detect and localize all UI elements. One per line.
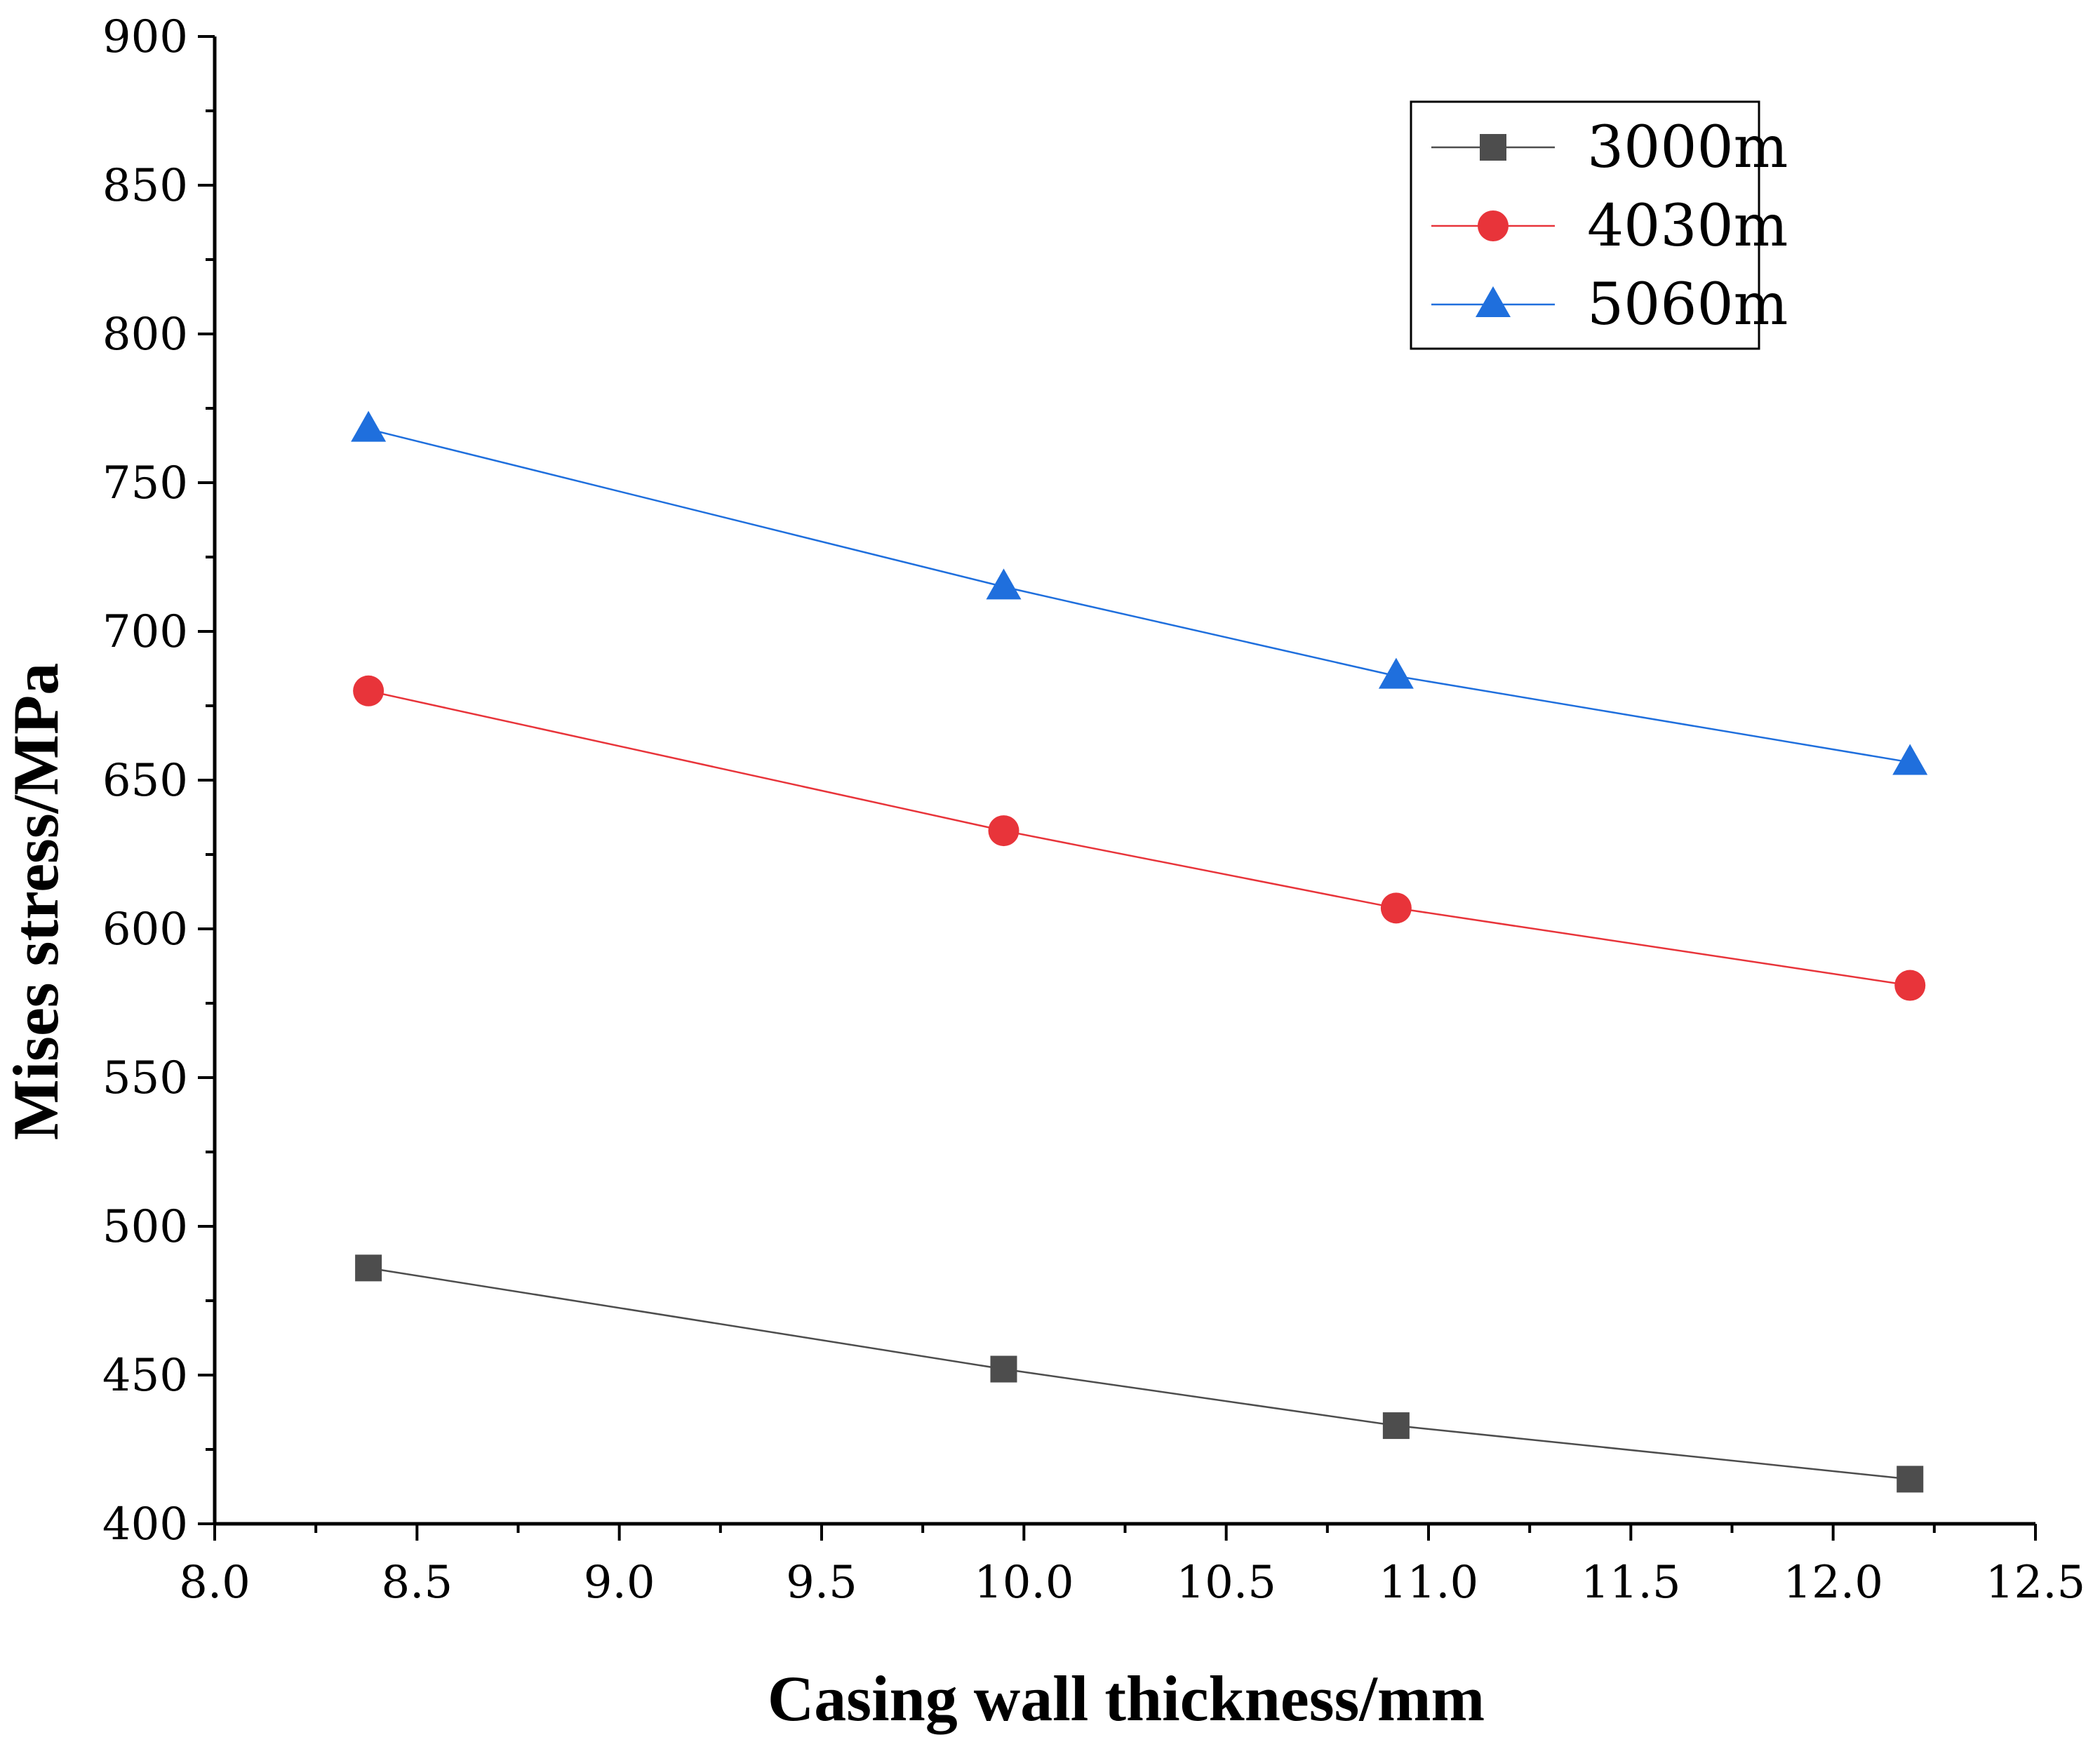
- y-tick-label: 600: [102, 904, 188, 956]
- y-tick-label: 550: [102, 1052, 188, 1104]
- y-tick-label: 400: [102, 1499, 188, 1550]
- x-tick-label: 10.0: [974, 1557, 1074, 1609]
- y-tick-label: 650: [102, 755, 188, 807]
- x-tick-label: 12.5: [1986, 1557, 2086, 1609]
- x-axis-ticks: 8.0 8.5 9.0 9.5 10.0 10.5 11.0 11.5 12.0 12.5: [179, 1524, 2085, 1609]
- data-point-4030m: [1894, 970, 1926, 1001]
- series-layer: [351, 410, 1928, 1493]
- legend-item-4030m: 4030m: [1431, 193, 1788, 260]
- data-point-3000m: [1897, 1466, 1924, 1493]
- y-tick-label: 850: [102, 160, 188, 212]
- legend-marker-4030m: [1478, 210, 1509, 241]
- x-tick-label: 12.0: [1783, 1557, 1883, 1609]
- series-5060m: [351, 410, 1928, 775]
- series-3000m: [355, 1254, 1924, 1493]
- x-axis-title: Casing wall thickness/mm: [768, 1663, 1485, 1734]
- data-point-4030m: [988, 815, 1019, 847]
- x-tick-label: 11.0: [1379, 1557, 1479, 1609]
- legend-marker-5060m: [1476, 286, 1511, 317]
- data-point-4030m: [353, 675, 384, 706]
- legend-label-5060m: 5060m: [1587, 272, 1788, 338]
- y-axis-title: Mises stress/MPa: [0, 663, 72, 1140]
- data-point-3000m: [355, 1254, 382, 1282]
- data-point-5060m: [1378, 657, 1414, 689]
- data-point-3000m: [1382, 1412, 1410, 1440]
- series-4030m: [353, 675, 1926, 1001]
- data-point-5060m: [351, 410, 387, 442]
- y-tick-label: 700: [102, 606, 188, 658]
- x-tick-label: 8.0: [179, 1557, 250, 1609]
- y-axis-ticks: 400 450 500 550 600 650 700 750 800 850 900: [102, 11, 215, 1550]
- data-point-5060m: [1892, 744, 1928, 775]
- series-line-3000m: [368, 1267, 1911, 1480]
- legend-item-3000m: 3000m: [1431, 114, 1788, 181]
- y-tick-label: 500: [102, 1201, 188, 1253]
- legend-marker-3000m: [1480, 134, 1506, 161]
- series-line-5060m: [368, 428, 1911, 763]
- x-tick-label: 9.5: [786, 1557, 857, 1609]
- data-point-5060m: [986, 568, 1022, 600]
- y-tick-label: 450: [102, 1350, 188, 1402]
- y-tick-label: 800: [102, 309, 188, 361]
- y-tick-label: 750: [102, 457, 188, 509]
- legend-item-5060m: 5060m: [1431, 272, 1788, 338]
- x-tick-label: 10.5: [1176, 1557, 1276, 1609]
- x-tick-label: 11.5: [1581, 1557, 1681, 1609]
- series-line-4030m: [368, 690, 1911, 986]
- x-tick-label: 9.0: [584, 1557, 655, 1609]
- data-point-3000m: [990, 1355, 1017, 1383]
- axes: [213, 36, 2035, 1526]
- x-tick-label: 8.5: [381, 1557, 453, 1609]
- legend-label-3000m: 3000m: [1587, 114, 1788, 181]
- legend-label-4030m: 4030m: [1587, 193, 1788, 260]
- legend: 3000m 4030m 5060m: [1410, 100, 1788, 350]
- y-tick-label: 900: [102, 11, 188, 63]
- data-point-4030m: [1380, 892, 1412, 924]
